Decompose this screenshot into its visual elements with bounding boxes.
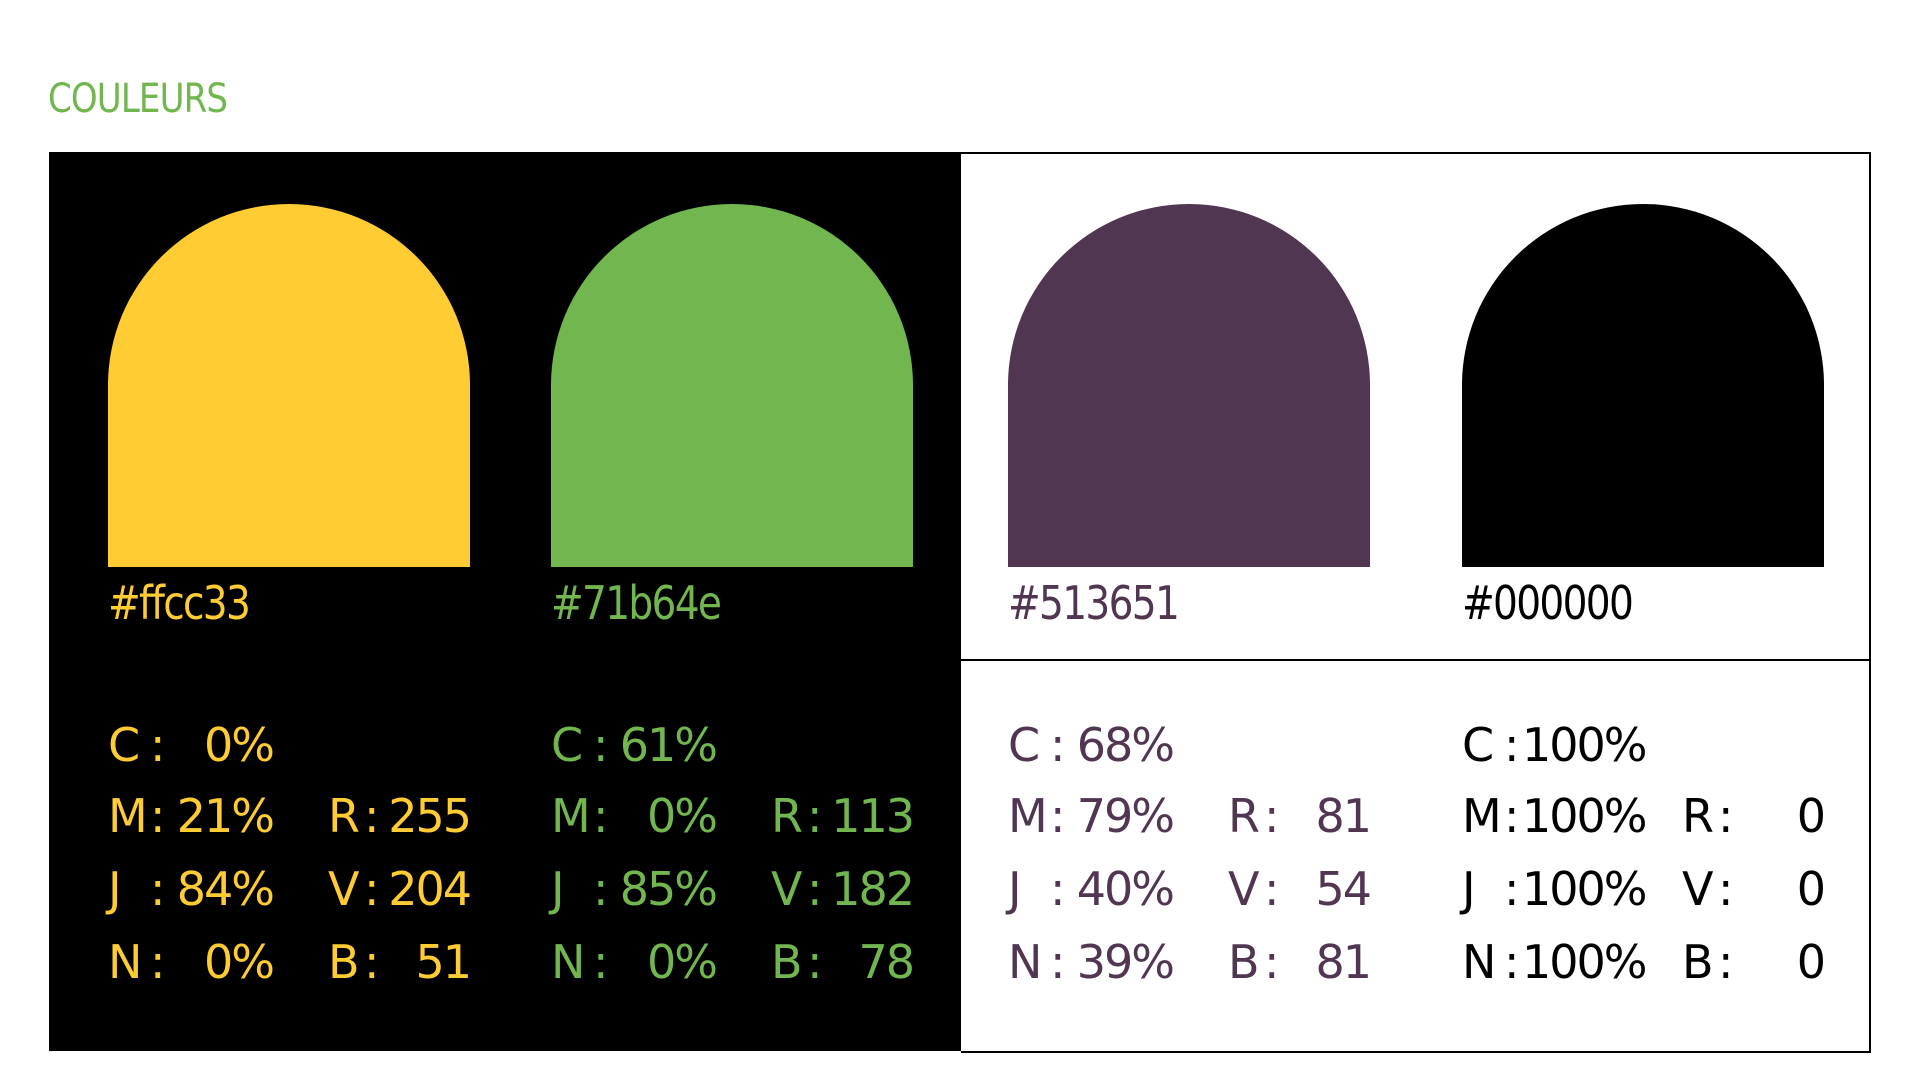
separator: : bbox=[364, 789, 379, 843]
rgb-value: 0 bbox=[1796, 789, 1826, 843]
separator: : bbox=[150, 862, 165, 916]
cmyk-label: M bbox=[108, 789, 148, 843]
cmyk-label: J bbox=[108, 862, 122, 916]
cmyk-label: M bbox=[1462, 789, 1502, 843]
separator: : bbox=[593, 789, 608, 843]
cmyk-label: C bbox=[1008, 718, 1040, 772]
swatch bbox=[1008, 204, 1370, 567]
cmyk-value: 0% bbox=[647, 935, 718, 989]
separator: : bbox=[150, 718, 165, 772]
separator: : bbox=[1718, 862, 1733, 916]
rgb-value: 113 bbox=[831, 789, 915, 843]
cmyk-label: N bbox=[108, 935, 142, 989]
rgb-label: R bbox=[1228, 789, 1260, 843]
separator: : bbox=[1264, 789, 1279, 843]
rgb-label: V bbox=[328, 862, 360, 916]
cmyk-label: C bbox=[108, 718, 140, 772]
swatch bbox=[551, 204, 913, 567]
cmyk-label: J bbox=[551, 862, 565, 916]
separator: : bbox=[150, 935, 165, 989]
separator: : bbox=[1504, 789, 1519, 843]
rgb-value: 182 bbox=[831, 862, 915, 916]
separator: : bbox=[593, 862, 608, 916]
rgb-label: B bbox=[771, 935, 803, 989]
cmyk-value: 100% bbox=[1522, 789, 1648, 843]
cmyk-label: M bbox=[551, 789, 591, 843]
separator: : bbox=[807, 935, 822, 989]
hex-code: #000000 bbox=[1462, 576, 1634, 630]
swatch bbox=[108, 204, 470, 567]
cmyk-label: J bbox=[1462, 862, 1476, 916]
cmyk-value: 100% bbox=[1522, 862, 1648, 916]
separator: : bbox=[807, 789, 822, 843]
rgb-value: 204 bbox=[388, 862, 472, 916]
separator: : bbox=[364, 935, 379, 989]
separator: : bbox=[1504, 718, 1519, 772]
rgb-label: R bbox=[328, 789, 360, 843]
cmyk-value: 39% bbox=[1076, 935, 1175, 989]
rgb-label: B bbox=[1682, 935, 1714, 989]
hex-code: #ffcc33 bbox=[108, 576, 251, 630]
hex-code: #71b64e bbox=[551, 576, 722, 630]
cmyk-label: J bbox=[1008, 862, 1022, 916]
separator: : bbox=[150, 789, 165, 843]
separator: : bbox=[1264, 862, 1279, 916]
swatch bbox=[1462, 204, 1824, 567]
separator: : bbox=[1264, 935, 1279, 989]
separator: : bbox=[593, 718, 608, 772]
cmyk-label: M bbox=[1008, 789, 1048, 843]
rgb-label: V bbox=[771, 862, 803, 916]
cmyk-value: 61% bbox=[619, 718, 718, 772]
separator: : bbox=[364, 862, 379, 916]
cmyk-value: 100% bbox=[1522, 935, 1648, 989]
cmyk-label: C bbox=[1462, 718, 1494, 772]
cmyk-value: 85% bbox=[619, 862, 718, 916]
rgb-value: 81 bbox=[1315, 935, 1372, 989]
rgb-label: V bbox=[1682, 862, 1714, 916]
rgb-value: 51 bbox=[415, 935, 472, 989]
separator: : bbox=[593, 935, 608, 989]
rgb-value: 81 bbox=[1315, 789, 1372, 843]
cmyk-value: 0% bbox=[204, 718, 275, 772]
cmyk-value: 84% bbox=[176, 862, 275, 916]
separator: : bbox=[1504, 935, 1519, 989]
rgb-value: 78 bbox=[858, 935, 915, 989]
rgb-label: V bbox=[1228, 862, 1260, 916]
cmyk-label: C bbox=[551, 718, 583, 772]
rgb-value: 0 bbox=[1796, 862, 1826, 916]
rgb-value: 255 bbox=[388, 789, 472, 843]
cmyk-value: 40% bbox=[1076, 862, 1175, 916]
cmyk-value: 21% bbox=[176, 789, 275, 843]
separator: : bbox=[807, 862, 822, 916]
rgb-value: 54 bbox=[1315, 862, 1372, 916]
rgb-label: R bbox=[771, 789, 803, 843]
cmyk-label: N bbox=[1008, 935, 1042, 989]
separator: : bbox=[1050, 718, 1065, 772]
rgb-label: R bbox=[1682, 789, 1714, 843]
separator: : bbox=[1504, 862, 1519, 916]
cmyk-label: N bbox=[551, 935, 585, 989]
separator: : bbox=[1718, 789, 1733, 843]
rgb-value: 0 bbox=[1796, 935, 1826, 989]
cmyk-value: 68% bbox=[1076, 718, 1175, 772]
cmyk-value: 0% bbox=[647, 789, 718, 843]
cmyk-value: 79% bbox=[1076, 789, 1175, 843]
separator: : bbox=[1050, 789, 1065, 843]
hex-code: #513651 bbox=[1008, 576, 1180, 630]
separator: : bbox=[1718, 935, 1733, 989]
separator: : bbox=[1050, 862, 1065, 916]
separator: : bbox=[1050, 935, 1065, 989]
cmyk-value: 0% bbox=[204, 935, 275, 989]
rgb-label: B bbox=[328, 935, 360, 989]
cmyk-value: 100% bbox=[1522, 718, 1648, 772]
title: COULEURS bbox=[48, 76, 228, 122]
divider bbox=[961, 659, 1871, 661]
rgb-label: B bbox=[1228, 935, 1260, 989]
cmyk-label: N bbox=[1462, 935, 1496, 989]
